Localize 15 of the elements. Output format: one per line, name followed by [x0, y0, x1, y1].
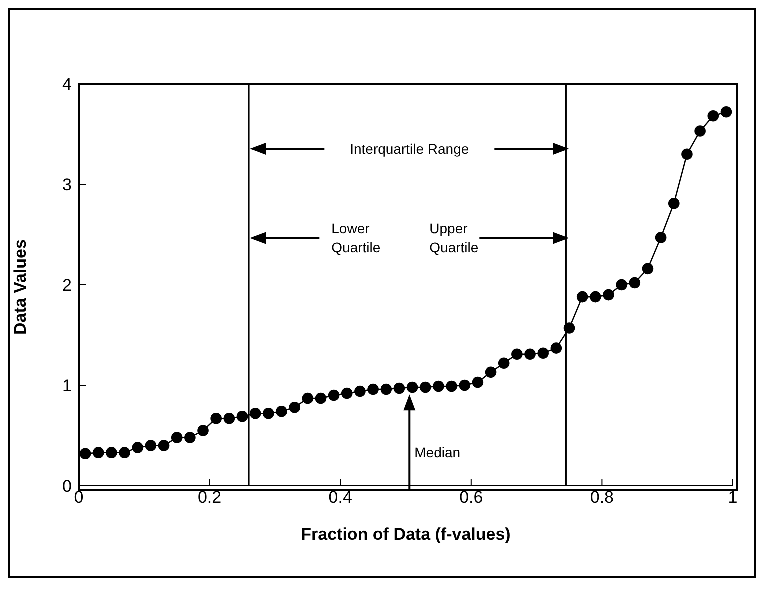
x-tick-label: 0.8 [590, 488, 614, 508]
annotation: Lower Quartile [332, 220, 381, 256]
annotation: Upper Quartile [430, 220, 479, 256]
x-axis-title: Fraction of Data (f-values) [301, 525, 511, 544]
x-tick-label: 0.4 [328, 488, 352, 508]
x-tick-label: 0.6 [460, 488, 484, 508]
y-axis-title: Data Values [11, 240, 30, 335]
annotation: Interquartile Range [350, 140, 470, 157]
y-tick-label: 2 [62, 276, 72, 296]
y-tick-label: 4 [62, 75, 72, 94]
x-tick-label: 1 [728, 488, 738, 508]
y-tick-label: 3 [62, 176, 72, 195]
y-tick-label: 1 [62, 376, 72, 396]
x-tick-label: 0.2 [198, 488, 222, 508]
annotation: Median [414, 444, 461, 461]
